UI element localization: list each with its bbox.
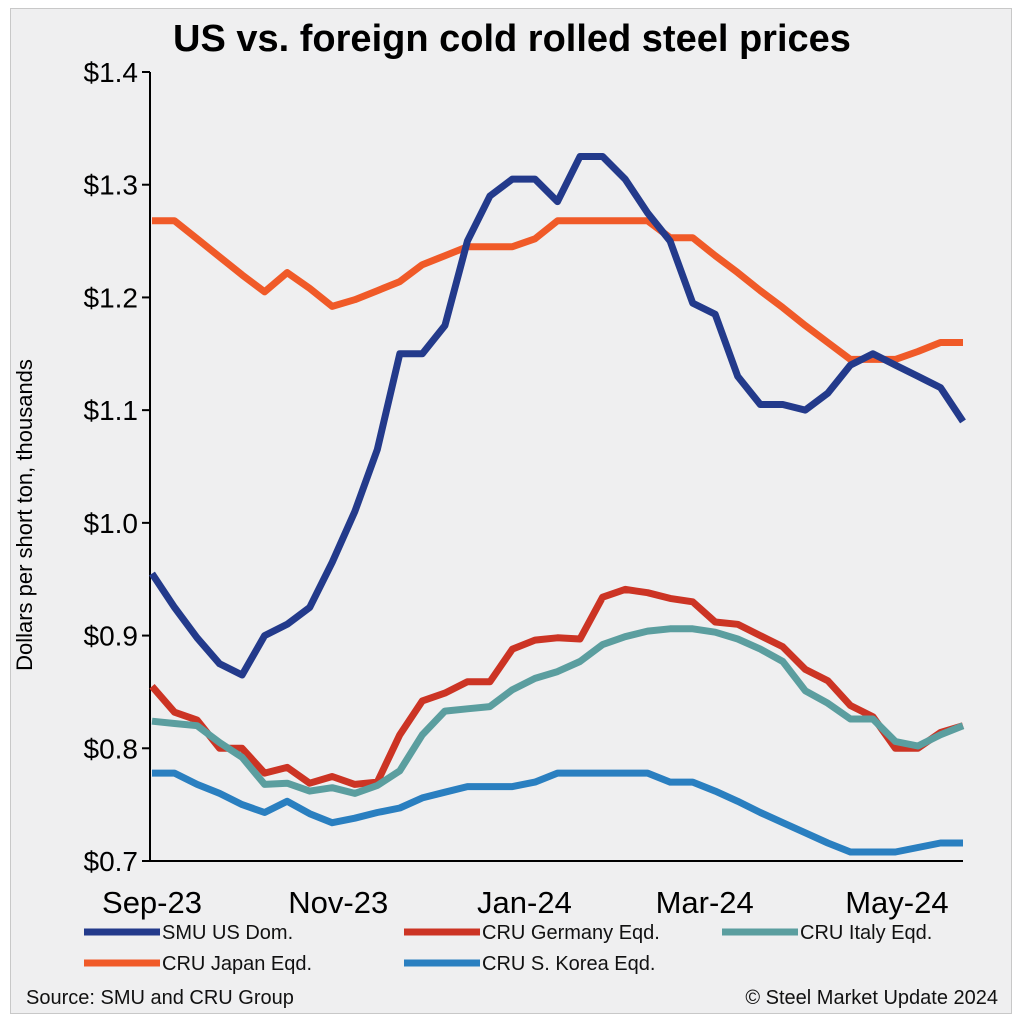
series-line-smu-us-dom bbox=[149, 153, 966, 679]
series-lines bbox=[149, 153, 966, 856]
x-tick-label: May-24 bbox=[845, 885, 948, 920]
source-note: Source: SMU and CRU Group bbox=[26, 987, 294, 1009]
y-axis-label: Dollars per short ton, thousands bbox=[12, 359, 37, 671]
legend-item: CRU S. Korea Eqd. bbox=[404, 953, 655, 975]
y-tick-label: $1.4 bbox=[84, 57, 139, 88]
x-axis-ticks: Sep-23 Nov-23 Jan-24 Mar-24 May-24 bbox=[102, 885, 949, 920]
y-tick-label: $0.9 bbox=[84, 621, 139, 652]
copyright-note: © Steel Market Update 2024 bbox=[745, 987, 998, 1009]
y-tick-label: $1.1 bbox=[84, 395, 139, 426]
legend-item: CRU Germany Eqd. bbox=[404, 922, 660, 944]
axes bbox=[149, 72, 963, 862]
x-tick-label: Jan-24 bbox=[477, 885, 572, 920]
y-axis-ticks: $0.7 $0.8 $0.9 $1.0 $1.1 $1.2 $1.3 $1.4 bbox=[84, 57, 150, 877]
legend-label: SMU US Dom. bbox=[162, 922, 293, 944]
legend-label: CRU Germany Eqd. bbox=[482, 922, 660, 944]
legend-label: CRU Italy Eqd. bbox=[800, 922, 932, 944]
x-tick-label: Nov-23 bbox=[288, 885, 388, 920]
legend-item: CRU Japan Eqd. bbox=[84, 953, 312, 975]
legend: SMU US Dom. CRU Germany Eqd. CRU Italy Eqd… bbox=[84, 922, 932, 975]
legend-label: CRU Japan Eqd. bbox=[162, 953, 312, 975]
legend-item: CRU Italy Eqd. bbox=[722, 922, 932, 944]
series-line-cru-italy-eqd bbox=[151, 625, 965, 797]
y-tick-label: $1.2 bbox=[84, 282, 139, 313]
x-tick-label: Mar-24 bbox=[656, 885, 754, 920]
series-line-cru-s-korea-eqd bbox=[152, 769, 963, 856]
x-tick-label: Sep-23 bbox=[102, 885, 202, 920]
chart-title: US vs. foreign cold rolled steel prices bbox=[173, 18, 851, 60]
legend-item: SMU US Dom. bbox=[84, 922, 293, 944]
series-line-cru-japan-eqd bbox=[152, 217, 963, 363]
series-line-cru-germany-eqd bbox=[149, 585, 965, 788]
legend-label: CRU S. Korea Eqd. bbox=[482, 953, 655, 975]
y-tick-label: $1.3 bbox=[84, 170, 139, 201]
y-tick-label: $1.0 bbox=[84, 508, 139, 539]
y-tick-label: $0.7 bbox=[84, 846, 139, 877]
y-tick-label: $0.8 bbox=[84, 733, 139, 764]
